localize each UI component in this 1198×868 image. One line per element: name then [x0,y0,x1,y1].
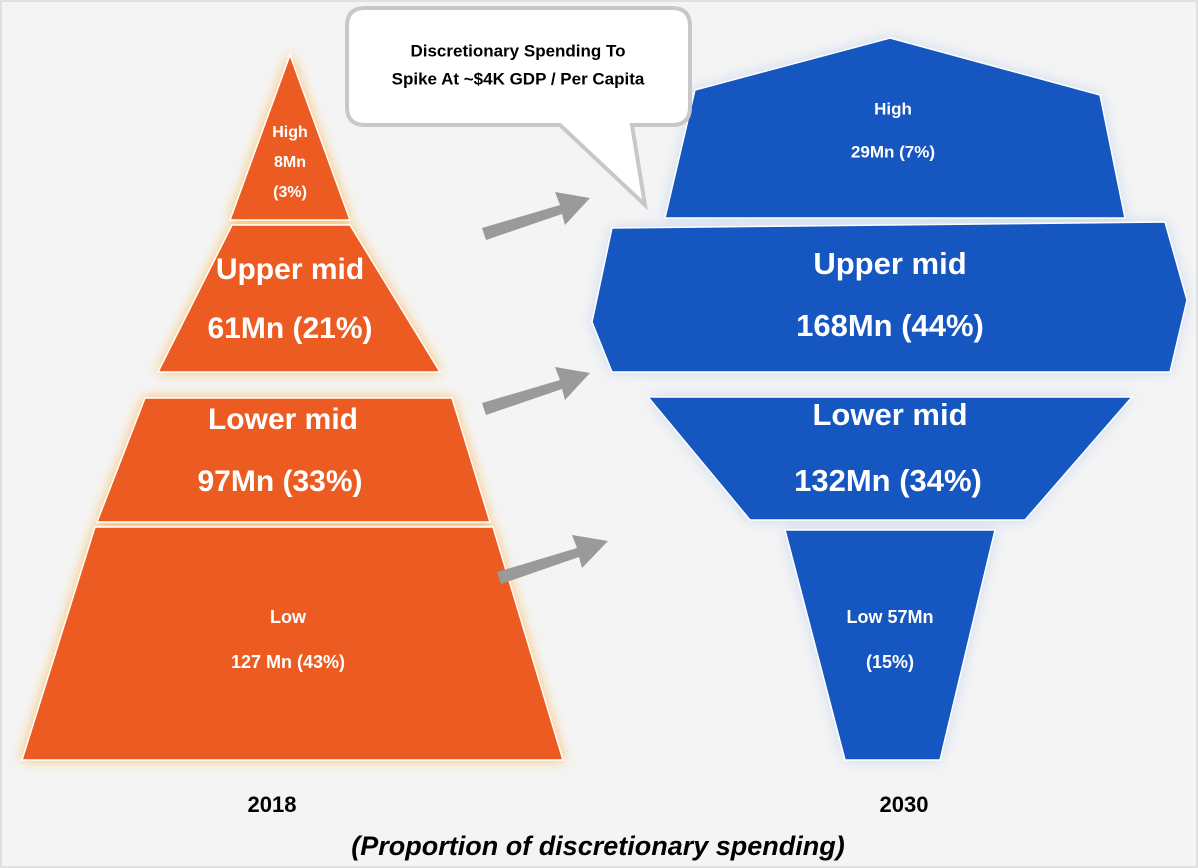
callout-text: Spike At ~$4K GDP / Per Capita [392,69,645,88]
segment-low [20,526,565,761]
callout-bubble [345,6,692,211]
segment-label: Lower mid [812,397,967,432]
segment-label: 97Mn (33%) [197,465,362,498]
segment-label: (15%) [866,652,914,672]
segment-lower-mid [646,396,1134,521]
segment-label: Low 57Mn [846,607,933,627]
segment-label: 168Mn (44%) [796,308,984,343]
segment-label: 61Mn (21%) [207,312,372,345]
year-label: 2030 [880,792,929,817]
segment-label: 127 Mn (43%) [231,652,345,672]
segment-label: 8Mn [274,154,306,171]
segment-label: (3%) [273,184,307,201]
segment-label: Low [270,607,307,627]
shape-2030 [591,37,1188,761]
year-label: 2018 [248,792,297,817]
caption: (Proportion of discretionary spending) [351,831,845,861]
segment-label: Lower mid [208,403,358,436]
segment-label: Upper mid [216,253,364,286]
segment-label: High [272,124,308,141]
segment-high [228,52,352,221]
segment-label: 29Mn (7%) [851,142,935,161]
callout-text: Discretionary Spending To [410,41,625,60]
arrow [497,535,608,584]
segment-label: High [874,99,912,118]
arrows [482,192,608,584]
segment-label: 132Mn (34%) [794,463,982,498]
segment-upper-mid [156,224,442,373]
pyramid-2018 [20,52,565,761]
segment-label: Upper mid [813,246,966,281]
arrow [482,192,590,240]
segment-lower-mid [95,397,492,523]
segment-low [784,529,996,761]
segment-upper-mid [591,221,1188,373]
arrow [482,367,590,415]
